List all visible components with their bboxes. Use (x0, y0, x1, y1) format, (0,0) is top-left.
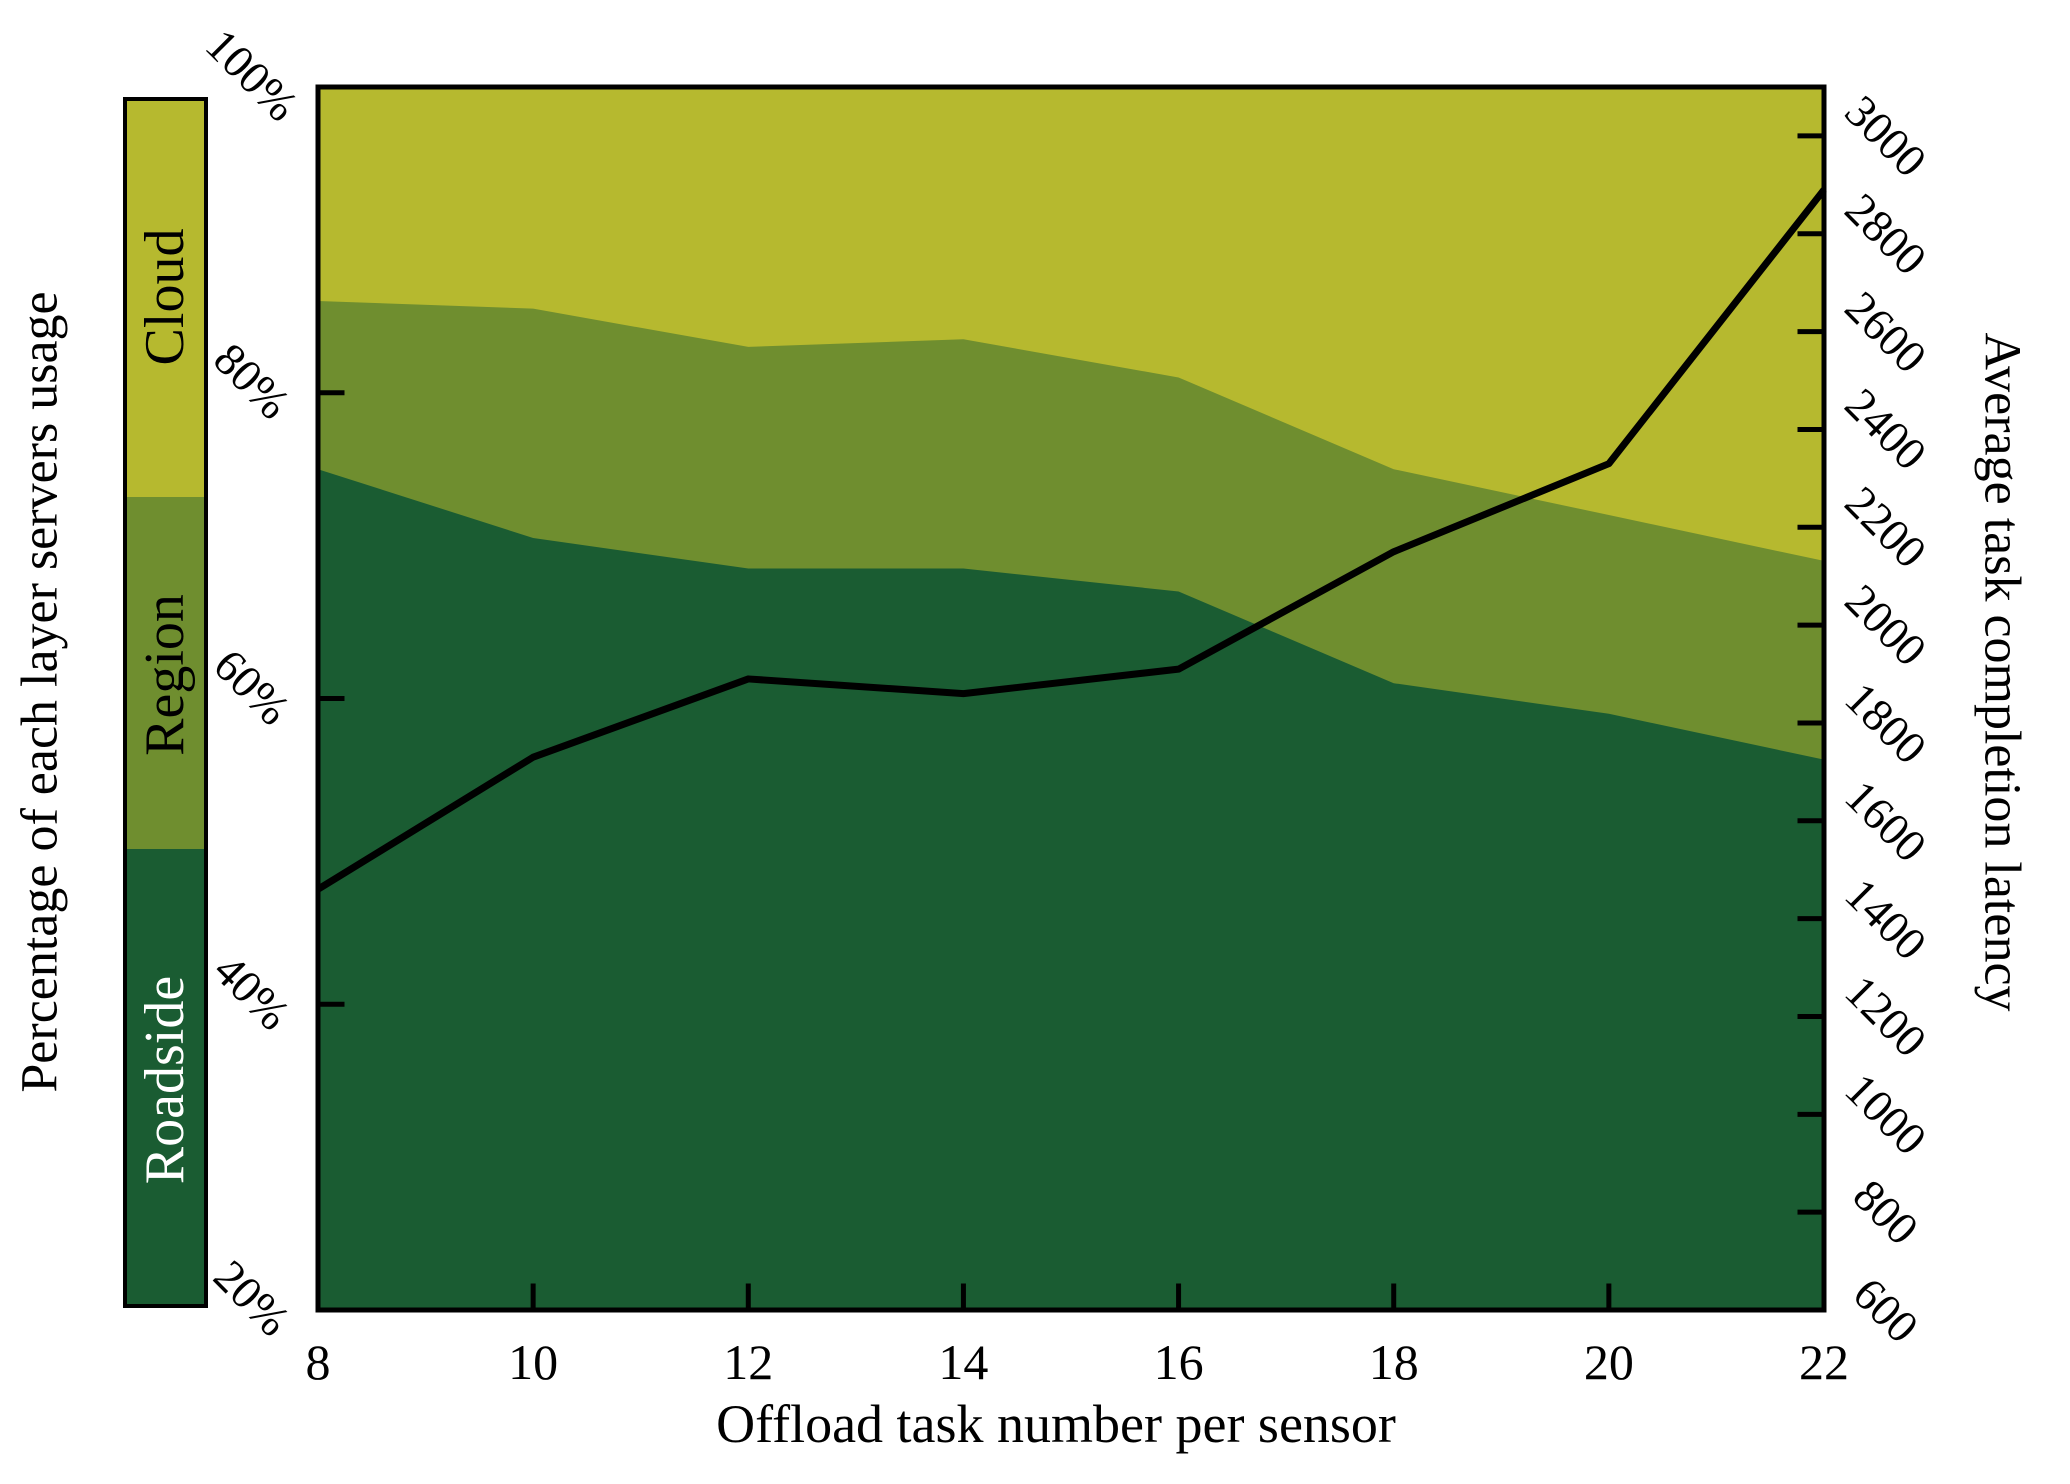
legend-label-region: Region (134, 594, 196, 756)
x-tick-label: 22 (1799, 1334, 1849, 1390)
legend-label-roadside: Roadside (134, 975, 196, 1185)
x-tick-label: 18 (1368, 1334, 1419, 1390)
legend-color-bar (123, 97, 208, 1308)
plot-border (315, 84, 1827, 1313)
roadside-area (318, 469, 1824, 1310)
x-tick-label: 16 (1153, 1334, 1204, 1390)
x-tick-label: 12 (723, 1334, 774, 1390)
legend-swatch-region (127, 497, 204, 849)
legend-label-cloud: Cloud (134, 228, 196, 366)
x-tick-label: 20 (1583, 1334, 1634, 1390)
x-tick-label: 14 (938, 1334, 989, 1390)
y-left-axis-title: Percentage of each layer servers usage (11, 291, 69, 1093)
x-tick-label: 10 (508, 1334, 559, 1390)
legend-swatch-roadside (127, 849, 204, 1304)
x-axis-title: Offload task number per sensor (716, 1394, 1396, 1454)
x-tick-label: 8 (305, 1334, 331, 1390)
legend-swatch-cloud (127, 101, 204, 497)
latency-line (316, 187, 1827, 893)
y-right-axis-title: Average task completion latency (1973, 332, 2031, 1012)
